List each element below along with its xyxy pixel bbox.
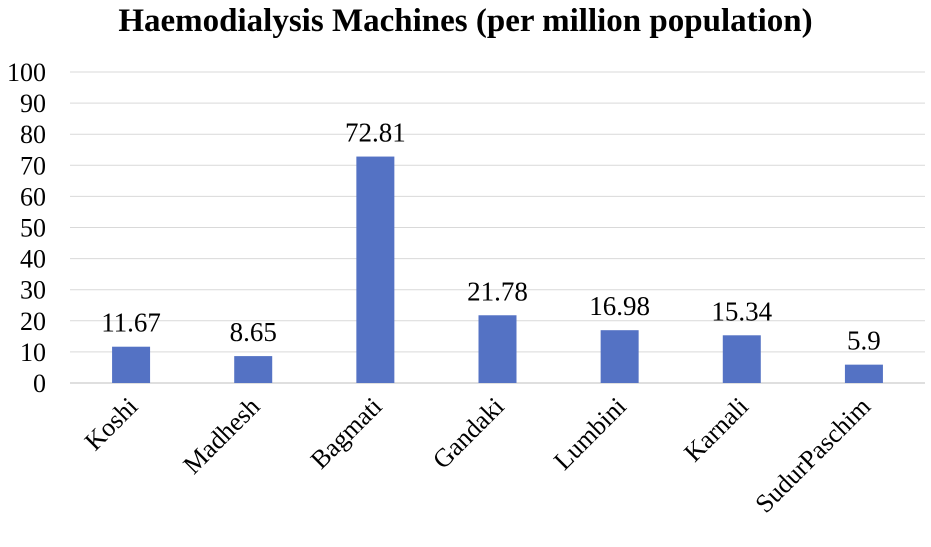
x-tick-label: Karnali (678, 392, 754, 468)
y-tick-label: 90 (20, 89, 46, 118)
chart-title: Haemodialysis Machines (per million popu… (118, 3, 813, 39)
bar-bagmati (356, 156, 395, 383)
y-tick-label: 40 (20, 245, 46, 274)
y-tick-label: 30 (20, 276, 46, 305)
y-tick-label: 80 (20, 120, 46, 149)
x-tick-label: Lumbini (548, 392, 632, 476)
data-label-sudurpaschim: 5.9 (847, 326, 881, 356)
data-label-bagmati: 72.81 (345, 118, 406, 148)
bar-sudurpaschim (844, 364, 883, 383)
data-label-gandaki: 21.78 (467, 276, 528, 306)
y-tick-label: 20 (20, 307, 46, 336)
y-tick-label: 70 (20, 151, 46, 180)
data-labels: 11.67 8.65 72.81 21.78 16.98 15.34 5.9 (101, 118, 881, 356)
x-tick-label: Koshi (79, 392, 143, 456)
y-tick-label: 10 (20, 338, 46, 367)
data-label-madhesh: 8.65 (230, 317, 277, 347)
y-tick-label: 50 (20, 214, 46, 243)
y-tick-label: 60 (20, 182, 46, 211)
x-tick-label: Bagmati (305, 392, 388, 475)
bar-karnali (722, 335, 761, 383)
x-axis-labels: Koshi Madhesh Bagmati Gandaki Lumbini Karnali… (79, 392, 876, 519)
data-label-lumbini: 16.98 (589, 291, 650, 321)
x-tick-label: SudurPaschim (749, 392, 876, 519)
y-tick-label: 100 (7, 58, 46, 87)
data-label-karnali: 15.34 (711, 296, 772, 326)
y-tick-label: 0 (33, 369, 46, 398)
bar-madhesh (234, 356, 273, 383)
data-label-koshi: 11.67 (101, 308, 161, 338)
x-tick-label: Gandaki (427, 392, 510, 475)
bar-gandaki (478, 315, 517, 383)
bars (112, 156, 883, 383)
bar-lumbini (600, 330, 639, 383)
bar-koshi (112, 346, 151, 383)
x-tick-label: Madhesh (178, 392, 266, 480)
